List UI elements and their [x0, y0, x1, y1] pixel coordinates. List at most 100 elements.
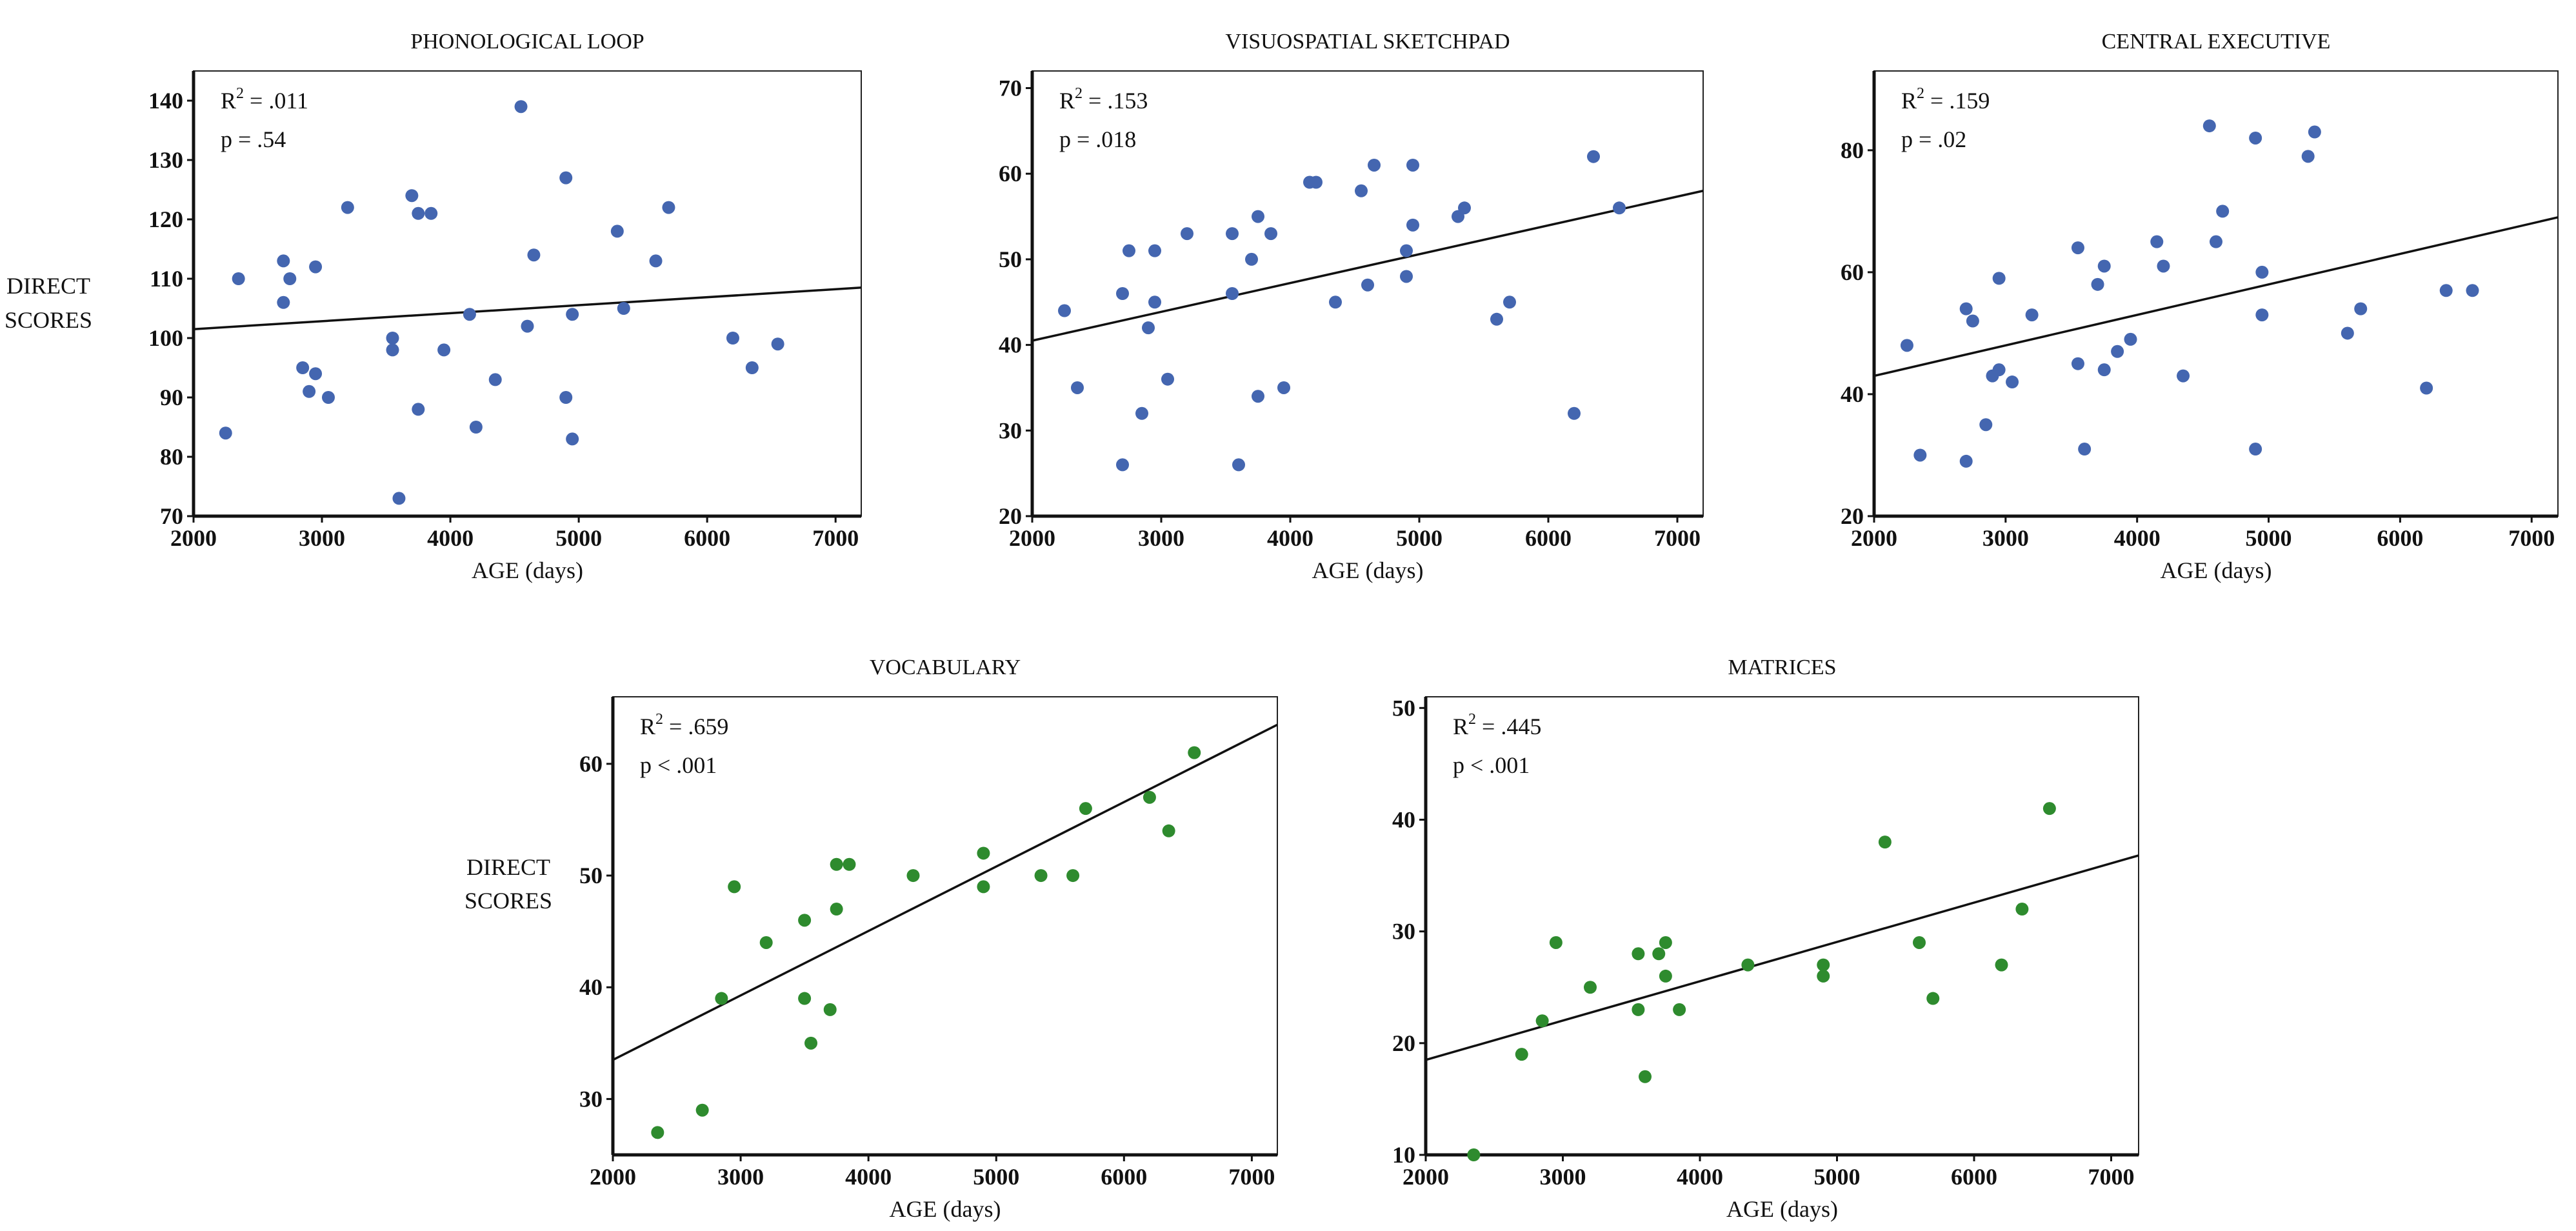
y-tick-label: 60	[1841, 259, 1864, 285]
data-point	[488, 373, 502, 386]
y-axis-title-bottom-line1: DIRECT	[466, 854, 550, 880]
stat-r2: R2 = .659	[640, 711, 728, 739]
y-tick-label: 110	[150, 266, 183, 292]
data-point	[1741, 958, 1755, 972]
data-point	[745, 361, 759, 374]
data-point	[1329, 295, 1342, 309]
data-point	[1079, 802, 1092, 816]
x-tick-label: 5000	[1814, 1164, 1861, 1190]
data-point	[1162, 824, 1175, 837]
stat-p: p = .02	[1901, 126, 1966, 152]
data-point	[2025, 308, 2039, 322]
data-point	[2341, 326, 2354, 340]
data-point	[2202, 119, 2216, 133]
data-point	[1979, 418, 1993, 432]
y-tick-label: 30	[1392, 919, 1415, 945]
data-point	[1632, 947, 1645, 961]
chart-title: VOCABULARY	[870, 656, 1021, 679]
data-point	[1355, 184, 1368, 197]
data-point	[321, 391, 335, 404]
data-point	[830, 903, 843, 916]
data-point	[1226, 287, 1239, 300]
data-point	[1361, 278, 1374, 292]
stat-r2: R2 = .445	[1453, 711, 1541, 739]
regression-line	[193, 286, 862, 330]
data-point	[1264, 227, 1277, 241]
data-point	[469, 421, 483, 434]
data-point	[1400, 244, 1413, 257]
y-tick-label: 20	[1392, 1030, 1415, 1056]
data-point	[1245, 252, 1258, 266]
data-point	[514, 100, 528, 114]
data-point	[2015, 903, 2029, 916]
data-point	[1368, 158, 1381, 172]
data-point	[1966, 314, 1979, 328]
data-point	[2354, 302, 2368, 315]
y-tick-label: 60	[999, 161, 1022, 186]
y-tick-label: 30	[999, 417, 1022, 443]
x-tick-label: 5000	[555, 525, 602, 551]
data-point	[412, 206, 425, 220]
data-point	[2301, 150, 2315, 163]
data-point	[1587, 150, 1600, 163]
y-tick-label: 20	[1841, 503, 1864, 529]
chart-title: VISUOSPATIAL SKETCHPAD	[1225, 30, 1510, 54]
data-point	[1535, 1014, 1549, 1028]
data-point	[2150, 235, 2164, 248]
y-tick-label: 50	[999, 246, 1022, 272]
y-tick-label: 90	[160, 385, 183, 410]
x-axis-label: AGE (days)	[890, 1196, 1001, 1222]
chart-panel-1: PHONOLOGICAL LOOP 2000 3000 4000 5000 6000 700…	[148, 30, 862, 583]
data-point	[521, 319, 534, 333]
data-point	[1142, 321, 1155, 335]
data-point	[405, 189, 419, 203]
y-tick-label: 70	[999, 75, 1022, 101]
y-axis-title-bottom-line2: SCORES	[464, 888, 552, 914]
y-tick-label: 40	[1841, 381, 1864, 407]
data-point	[843, 857, 856, 871]
data-point	[412, 403, 425, 416]
data-point	[1613, 201, 1626, 215]
data-point	[2255, 265, 2269, 279]
data-point	[715, 992, 728, 1005]
data-point	[977, 846, 990, 860]
data-point	[728, 880, 741, 894]
data-point	[392, 492, 406, 505]
data-point	[2111, 345, 2124, 358]
y-tick-label: 40	[579, 974, 603, 1000]
data-point	[649, 254, 663, 268]
data-point	[1277, 381, 1290, 394]
x-tick-label: 6000	[1101, 1164, 1147, 1190]
data-point	[1878, 836, 1892, 849]
data-point	[386, 343, 399, 357]
y-tick-label: 140	[148, 88, 183, 114]
x-tick-label: 4000	[1677, 1164, 1723, 1190]
y-tick-label: 120	[148, 206, 183, 232]
x-axis-label: AGE (days)	[1726, 1196, 1838, 1222]
data-point	[617, 302, 630, 315]
data-point	[1659, 936, 1672, 949]
data-point	[1659, 969, 1672, 983]
x-tick-label: 7000	[2088, 1164, 2135, 1190]
x-tick-label: 2000	[1851, 525, 1897, 551]
data-point	[1135, 406, 1148, 420]
data-point	[651, 1126, 664, 1139]
chart-panel-2: VISUOSPATIAL SKETCHPAD 2000 3000 4000 5000 60…	[999, 30, 1704, 583]
y-tick-label: 20	[999, 503, 1022, 529]
data-point	[1900, 339, 1913, 352]
data-point	[559, 391, 573, 404]
y-tick-label: 60	[579, 751, 603, 777]
data-point	[1926, 992, 1940, 1005]
data-point	[1252, 390, 1264, 403]
y-tick-label: 130	[148, 147, 183, 173]
chart-title: PHONOLOGICAL LOOP	[410, 30, 644, 54]
data-point	[1995, 958, 2008, 972]
data-point	[2216, 205, 2230, 218]
x-tick-label: 4000	[427, 525, 474, 551]
data-point	[1490, 312, 1503, 326]
data-point	[1959, 454, 1973, 468]
data-point	[1959, 302, 1973, 315]
data-point	[277, 254, 290, 268]
stat-p: p = .018	[1059, 126, 1136, 152]
